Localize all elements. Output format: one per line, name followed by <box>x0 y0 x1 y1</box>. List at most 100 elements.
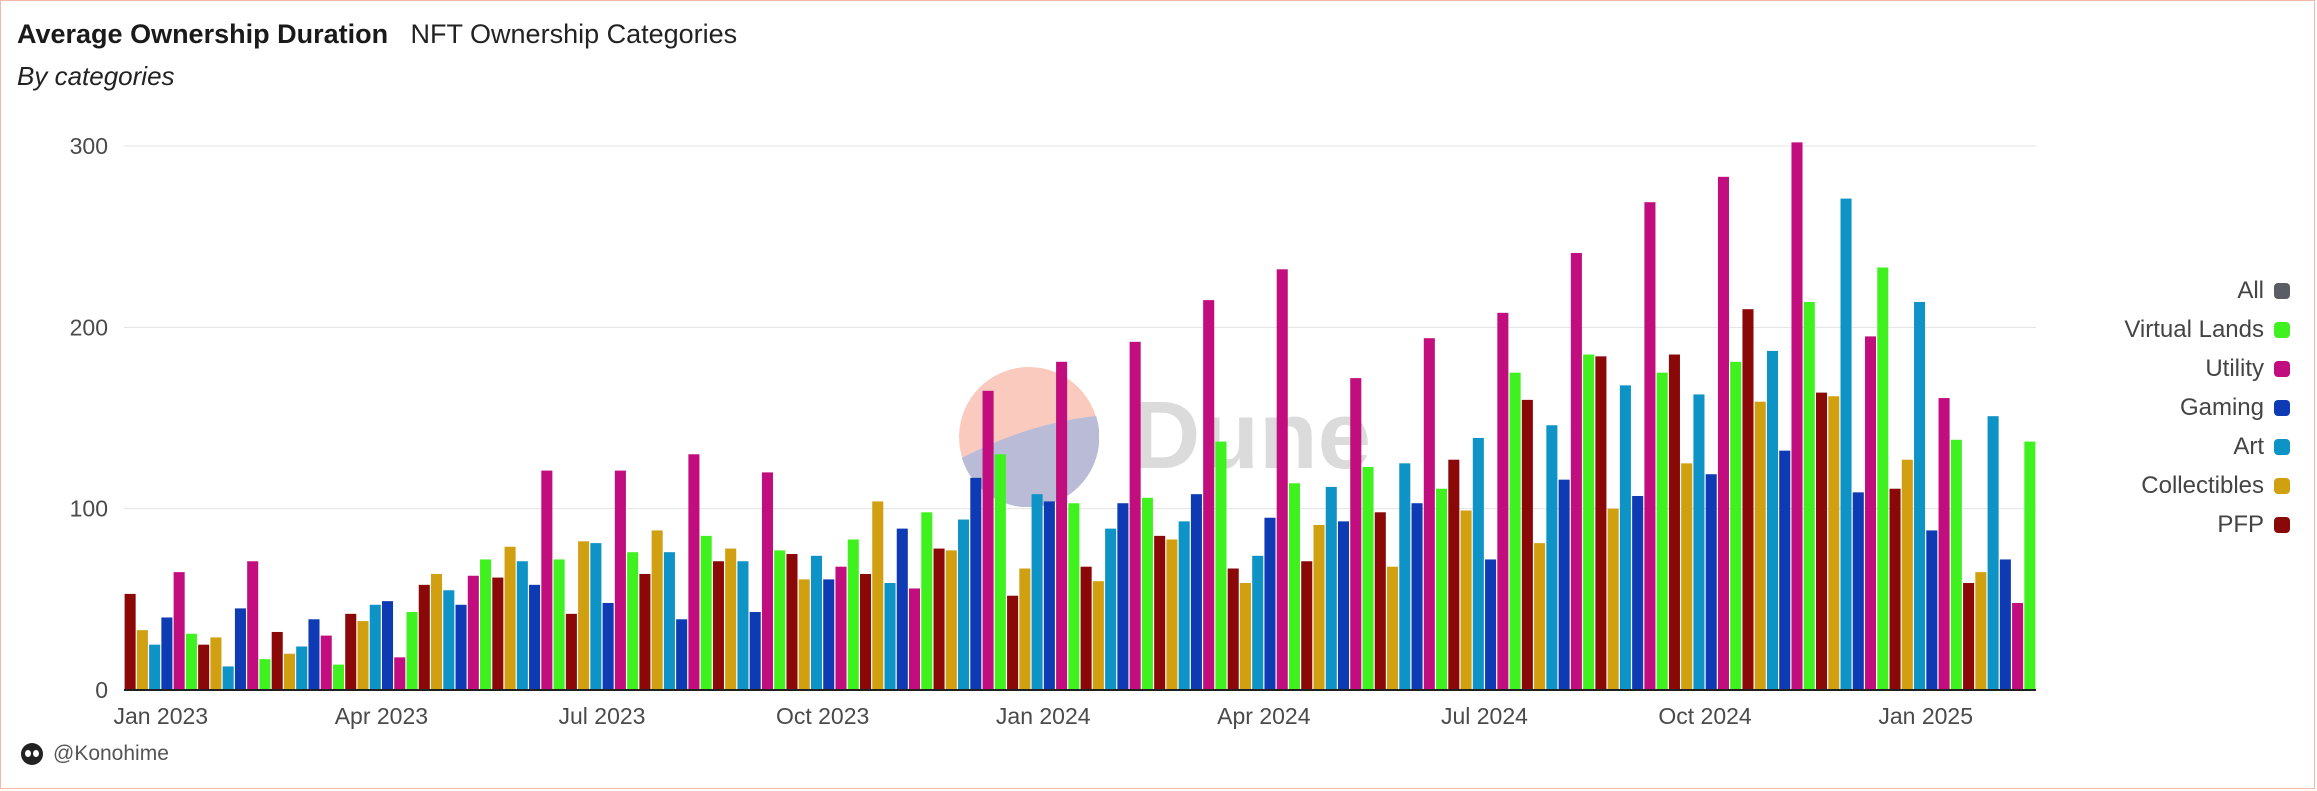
bar <box>1852 492 1864 690</box>
bar <box>1889 488 1901 690</box>
bar <box>1178 521 1190 690</box>
bar <box>2012 602 2024 690</box>
chart-header: Average Ownership Duration NFT Ownership… <box>17 19 737 50</box>
legend-label: Collectibles <box>2141 471 2264 499</box>
bar <box>161 617 173 690</box>
bar <box>958 519 970 690</box>
bar <box>259 659 271 690</box>
bar <box>1436 488 1448 690</box>
bar <box>1019 568 1031 690</box>
bar <box>565 613 577 690</box>
bar <box>1521 399 1533 690</box>
legend-swatch <box>2274 321 2290 338</box>
bar <box>602 602 614 690</box>
chart-subtitle: NFT Ownership Categories <box>410 19 738 49</box>
bar <box>1362 466 1374 690</box>
bar <box>1987 416 1999 690</box>
bar <box>1141 497 1153 690</box>
bar <box>1730 361 1742 690</box>
bar <box>1166 539 1178 690</box>
bar <box>136 630 148 690</box>
legend-item[interactable]: Virtual Lands <box>2124 310 2290 349</box>
bar <box>1497 312 1509 690</box>
bar <box>357 621 369 690</box>
bar <box>1865 336 1877 690</box>
legend-item[interactable]: PFP <box>2124 505 2290 544</box>
legend-item[interactable]: Collectibles <box>2124 466 2290 505</box>
bar <box>835 566 847 690</box>
x-tick-label: Oct 2023 <box>776 703 869 729</box>
bar <box>455 604 467 690</box>
bar <box>749 612 761 690</box>
bar <box>1742 309 1754 690</box>
legend-item[interactable]: Gaming <box>2124 388 2290 427</box>
bar <box>1632 495 1644 690</box>
bar <box>185 633 197 690</box>
bar <box>1546 425 1558 690</box>
bar <box>1534 543 1546 690</box>
bar <box>1288 483 1301 690</box>
bar <box>1374 512 1386 690</box>
bar <box>1117 503 1129 690</box>
bar <box>320 635 332 690</box>
bar <box>1901 459 1913 690</box>
bar <box>2024 441 2036 690</box>
bar <box>1092 581 1104 690</box>
bar <box>1350 378 1362 690</box>
bar <box>651 530 663 690</box>
legend-swatch <box>2274 438 2290 455</box>
bar <box>1766 350 1779 690</box>
bar <box>1080 566 1092 690</box>
y-tick-label: 100 <box>70 496 108 522</box>
legend-item[interactable]: All <box>2124 271 2290 310</box>
bar <box>1705 474 1717 690</box>
author-handle: @Konohime <box>53 742 169 765</box>
bar <box>1791 142 1803 690</box>
bar <box>1190 494 1202 690</box>
bar <box>1681 463 1693 690</box>
legend-label: Virtual Lands <box>2124 315 2264 343</box>
bar <box>345 613 357 690</box>
bar <box>1264 517 1276 690</box>
legend-label: Art <box>2233 432 2264 460</box>
bar <box>1828 396 1840 690</box>
bar <box>1779 450 1791 690</box>
bar <box>1583 354 1595 690</box>
bar <box>798 579 810 690</box>
x-tick-label: Apr 2024 <box>1217 703 1311 729</box>
legend-item[interactable]: Utility <box>2124 349 2290 388</box>
x-tick-label: Jan 2025 <box>1878 703 1973 729</box>
bar <box>909 588 921 690</box>
legend-swatch <box>2274 516 2290 533</box>
bar <box>149 644 161 690</box>
legend-item[interactable]: Art <box>2124 427 2290 466</box>
bar <box>1595 356 1607 690</box>
bar <box>1815 392 1828 690</box>
bar <box>1252 555 1264 690</box>
legend-swatch <box>2274 282 2290 299</box>
bar <box>676 619 688 690</box>
bar <box>1276 269 1288 690</box>
bar <box>443 590 455 690</box>
bar <box>578 541 590 690</box>
bar <box>1509 372 1521 690</box>
bar <box>431 573 443 690</box>
bar <box>737 561 749 690</box>
bar <box>1754 401 1766 690</box>
bar <box>1558 479 1570 690</box>
bar <box>1399 463 1411 690</box>
x-tick-label: Jan 2024 <box>996 703 1091 729</box>
bar <box>590 543 602 690</box>
bar <box>994 454 1006 690</box>
bar <box>847 539 859 690</box>
bar <box>1239 583 1251 690</box>
bar <box>1914 301 1926 690</box>
legend: All Virtual Lands Utility Gaming Art Collecti… <box>2124 271 2290 544</box>
bar <box>1963 583 1975 690</box>
bar <box>381 601 394 690</box>
x-tick-label: Oct 2024 <box>1658 703 1752 729</box>
bar <box>921 512 933 690</box>
legend-swatch <box>2274 399 2290 416</box>
bar <box>1570 252 1582 690</box>
bar <box>369 604 381 690</box>
